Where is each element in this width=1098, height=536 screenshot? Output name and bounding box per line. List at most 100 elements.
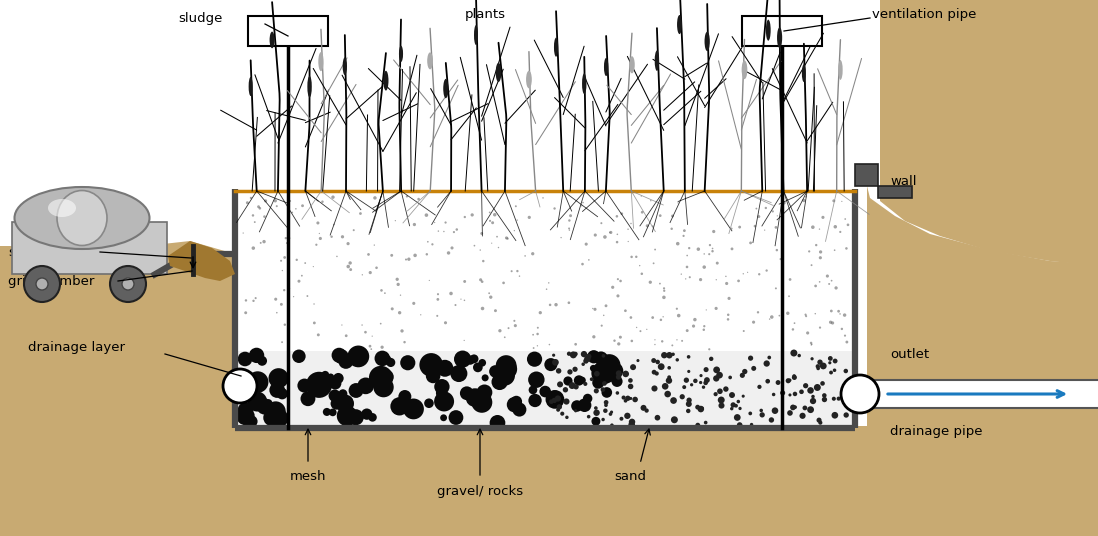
Circle shape (776, 215, 778, 217)
Circle shape (527, 352, 542, 367)
Circle shape (716, 262, 719, 265)
Circle shape (625, 396, 630, 401)
Circle shape (709, 356, 714, 361)
Circle shape (358, 348, 361, 351)
Circle shape (479, 278, 482, 281)
Circle shape (695, 405, 701, 410)
Circle shape (405, 258, 407, 260)
Polygon shape (235, 191, 855, 428)
Circle shape (730, 248, 733, 250)
Circle shape (392, 399, 407, 415)
Circle shape (456, 228, 458, 231)
Circle shape (683, 229, 686, 232)
Circle shape (748, 355, 753, 361)
Circle shape (805, 196, 807, 198)
Circle shape (495, 366, 515, 385)
Circle shape (740, 373, 744, 378)
Circle shape (608, 412, 613, 416)
Circle shape (630, 223, 631, 224)
Circle shape (758, 273, 761, 276)
Circle shape (401, 329, 404, 333)
Circle shape (329, 377, 341, 390)
Circle shape (583, 382, 587, 386)
Circle shape (493, 213, 496, 217)
Circle shape (815, 285, 817, 287)
Circle shape (602, 418, 605, 421)
Circle shape (369, 345, 371, 347)
Circle shape (554, 303, 558, 307)
Circle shape (686, 398, 692, 403)
Circle shape (533, 347, 535, 349)
Circle shape (843, 412, 849, 418)
Circle shape (758, 385, 762, 389)
Text: ventilation pipe: ventilation pipe (872, 8, 976, 20)
Circle shape (359, 212, 362, 215)
Circle shape (569, 214, 572, 217)
Circle shape (786, 311, 789, 315)
Circle shape (391, 307, 394, 310)
Circle shape (36, 278, 48, 290)
Circle shape (507, 327, 509, 329)
Circle shape (122, 278, 134, 290)
Circle shape (361, 408, 372, 420)
Circle shape (301, 391, 315, 406)
Circle shape (775, 287, 777, 289)
Ellipse shape (582, 73, 586, 94)
Circle shape (528, 394, 541, 407)
Circle shape (383, 355, 391, 363)
Circle shape (557, 408, 560, 412)
Circle shape (651, 385, 658, 391)
Circle shape (843, 369, 848, 373)
Circle shape (417, 198, 419, 200)
Circle shape (574, 410, 578, 412)
Circle shape (496, 359, 517, 379)
Circle shape (400, 294, 401, 296)
Circle shape (460, 299, 461, 300)
Circle shape (612, 376, 623, 387)
Circle shape (788, 295, 789, 297)
Circle shape (685, 266, 688, 268)
Circle shape (699, 381, 703, 384)
Circle shape (301, 204, 304, 207)
Circle shape (792, 328, 794, 331)
Circle shape (421, 314, 422, 316)
Circle shape (624, 399, 627, 403)
Circle shape (313, 266, 314, 267)
Circle shape (652, 225, 653, 227)
Circle shape (453, 351, 471, 368)
Circle shape (737, 400, 740, 403)
Circle shape (630, 340, 634, 343)
Circle shape (295, 208, 296, 210)
Circle shape (793, 374, 796, 378)
Circle shape (803, 383, 808, 389)
Circle shape (592, 362, 615, 384)
Circle shape (688, 276, 691, 278)
Circle shape (686, 409, 691, 413)
Ellipse shape (838, 60, 842, 80)
Polygon shape (855, 164, 912, 198)
Circle shape (729, 392, 735, 398)
Circle shape (436, 388, 448, 399)
Circle shape (621, 396, 626, 400)
Circle shape (765, 270, 768, 272)
Circle shape (496, 236, 497, 237)
Circle shape (424, 398, 434, 408)
Circle shape (820, 381, 825, 386)
Circle shape (832, 199, 836, 202)
Circle shape (716, 279, 717, 280)
Circle shape (832, 368, 837, 372)
Circle shape (403, 398, 424, 419)
Circle shape (685, 278, 686, 280)
Circle shape (338, 389, 347, 398)
Circle shape (788, 393, 792, 397)
Circle shape (381, 346, 383, 349)
Circle shape (725, 282, 728, 285)
Circle shape (780, 390, 785, 396)
Circle shape (659, 214, 662, 217)
Circle shape (770, 315, 774, 319)
Circle shape (491, 221, 494, 224)
Circle shape (775, 380, 781, 385)
Circle shape (714, 367, 720, 373)
Circle shape (817, 418, 821, 423)
Ellipse shape (741, 61, 748, 79)
